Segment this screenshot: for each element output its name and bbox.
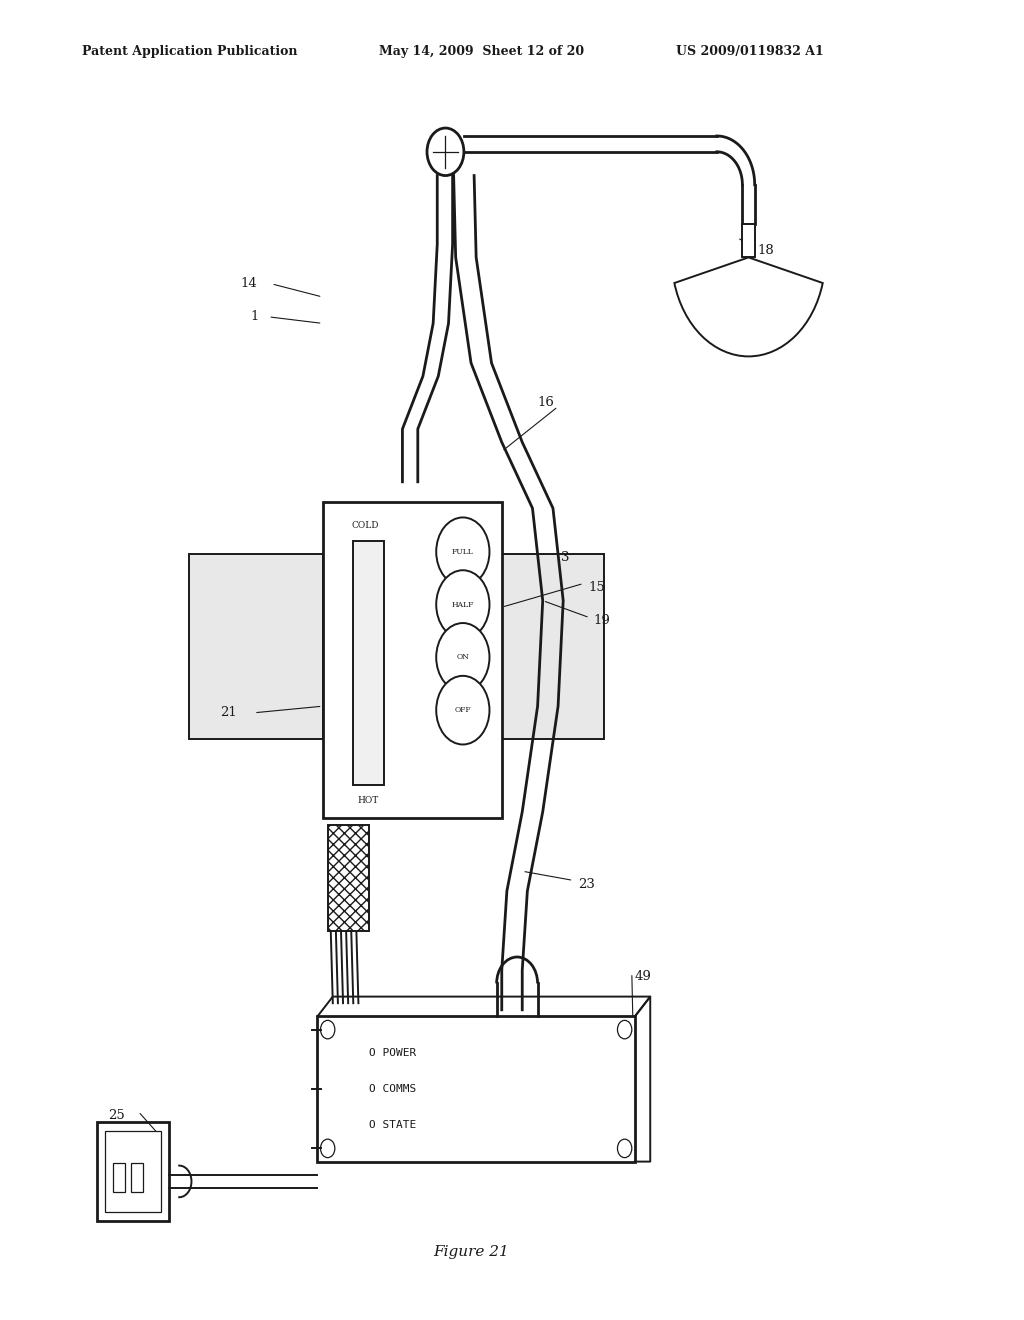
Text: HALF: HALF bbox=[452, 601, 474, 609]
Text: 21: 21 bbox=[220, 706, 237, 719]
Bar bbox=[742, 224, 755, 257]
Text: HOT: HOT bbox=[357, 796, 379, 805]
Text: 15: 15 bbox=[589, 581, 605, 594]
Text: 1: 1 bbox=[251, 310, 259, 323]
Text: O POWER: O POWER bbox=[369, 1048, 416, 1059]
Bar bbox=[97, 1122, 169, 1221]
Text: 25: 25 bbox=[109, 1109, 125, 1122]
Text: 49: 49 bbox=[635, 970, 651, 983]
Bar bbox=[105, 1131, 161, 1212]
Circle shape bbox=[436, 676, 489, 744]
Text: 16: 16 bbox=[538, 396, 554, 409]
Text: O COMMS: O COMMS bbox=[369, 1084, 416, 1094]
Circle shape bbox=[321, 1139, 335, 1158]
Bar bbox=[323, 502, 502, 818]
Text: Figure 21: Figure 21 bbox=[433, 1245, 509, 1259]
Text: COLD: COLD bbox=[351, 521, 379, 531]
Text: ON: ON bbox=[457, 653, 469, 661]
Text: May 14, 2009  Sheet 12 of 20: May 14, 2009 Sheet 12 of 20 bbox=[379, 45, 584, 58]
Bar bbox=[131, 1163, 143, 1192]
Text: FULL: FULL bbox=[452, 548, 474, 556]
Text: Patent Application Publication: Patent Application Publication bbox=[82, 45, 297, 58]
Bar bbox=[113, 1163, 125, 1192]
Text: 4: 4 bbox=[466, 550, 474, 564]
Text: US 2009/0119832 A1: US 2009/0119832 A1 bbox=[676, 45, 823, 58]
Bar bbox=[502, 554, 604, 739]
Text: 18: 18 bbox=[758, 244, 774, 257]
Circle shape bbox=[427, 128, 464, 176]
Circle shape bbox=[436, 623, 489, 692]
Circle shape bbox=[436, 517, 489, 586]
Text: 19: 19 bbox=[594, 614, 610, 627]
Wedge shape bbox=[675, 257, 822, 356]
Circle shape bbox=[321, 1020, 335, 1039]
Circle shape bbox=[617, 1020, 632, 1039]
Circle shape bbox=[617, 1139, 632, 1158]
Text: 23: 23 bbox=[579, 878, 595, 891]
Text: 3: 3 bbox=[561, 550, 569, 564]
Bar bbox=[328, 825, 369, 931]
Bar bbox=[353, 541, 384, 785]
Bar bbox=[317, 1016, 635, 1162]
Text: OFF: OFF bbox=[455, 706, 471, 714]
Text: 14: 14 bbox=[241, 277, 257, 290]
Circle shape bbox=[436, 570, 489, 639]
Bar bbox=[189, 554, 323, 739]
Text: O STATE: O STATE bbox=[369, 1119, 416, 1130]
